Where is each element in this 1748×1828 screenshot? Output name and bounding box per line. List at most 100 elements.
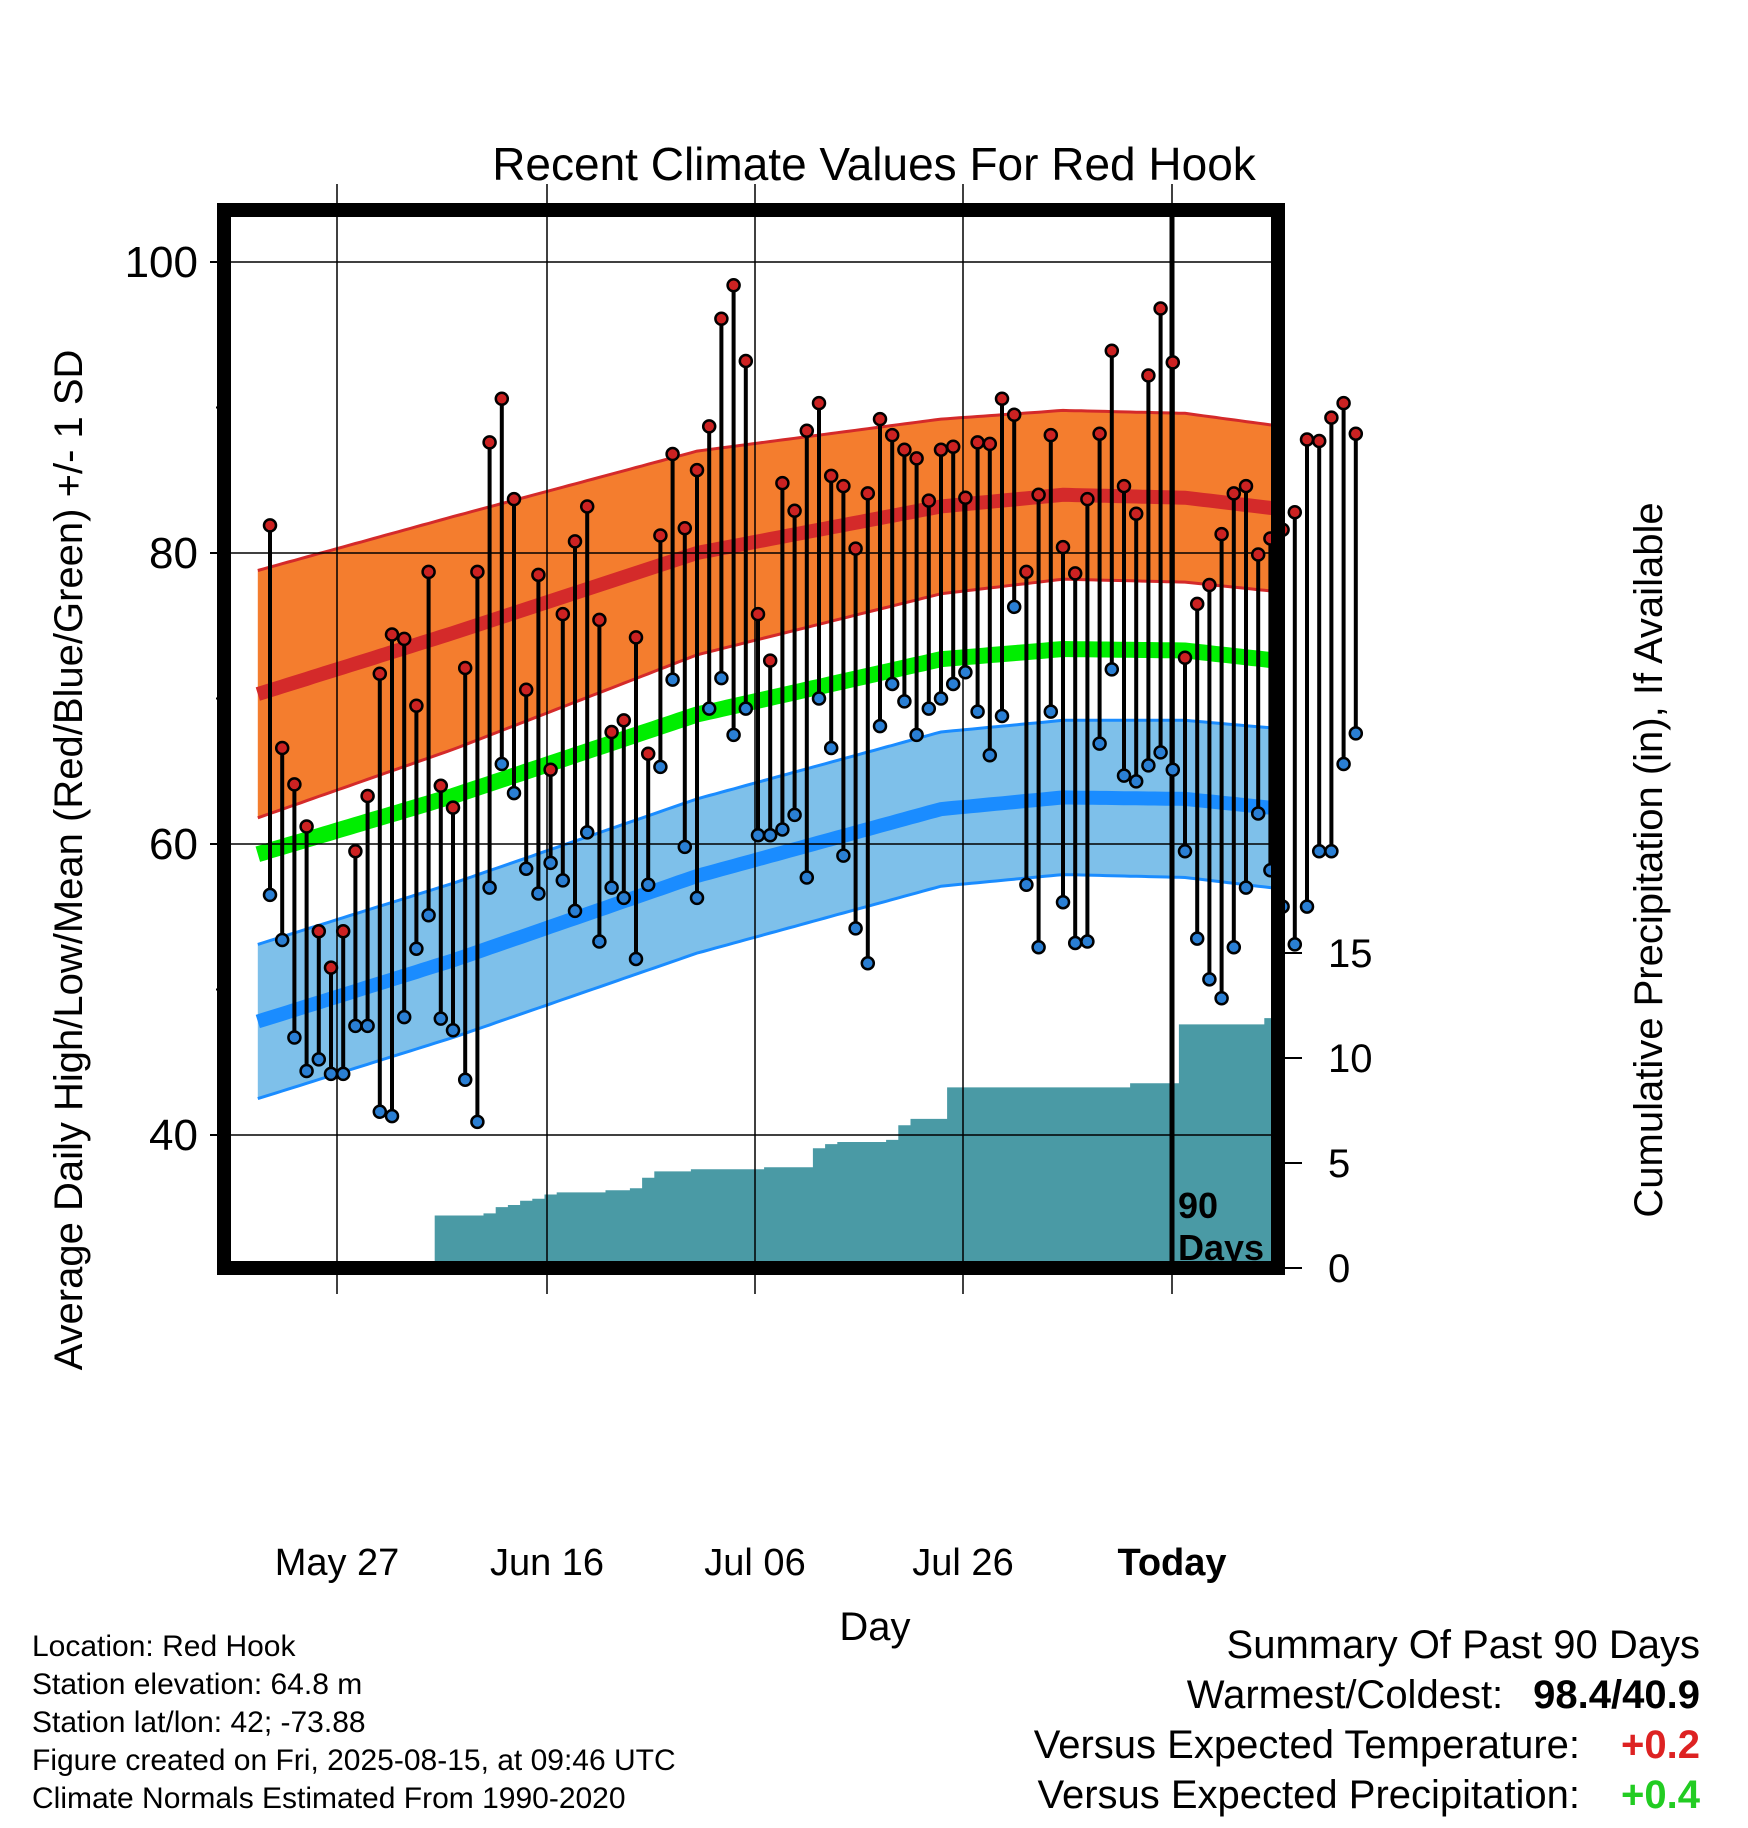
period-unit: Days [1178, 1227, 1264, 1268]
precip-label: Versus Expected Precipitation: [1037, 1773, 1580, 1817]
high-point [482, 435, 497, 450]
high-point [433, 778, 449, 794]
high-point [457, 660, 473, 676]
high-point [677, 521, 693, 536]
high-point [1214, 526, 1229, 542]
precip-value: +0.4 [1621, 1773, 1700, 1817]
x-tick-label: May 27 [275, 1542, 400, 1584]
low-point [262, 887, 278, 903]
high-point [1141, 368, 1156, 383]
right-tick-label: 15 [1328, 932, 1373, 976]
high-point [775, 475, 790, 491]
high-point [323, 960, 339, 975]
precip-area [434, 1018, 1272, 1262]
x-tick-label: Jul 26 [912, 1542, 1013, 1584]
high-point [884, 427, 900, 443]
x-tick-label: Today [1117, 1542, 1226, 1584]
high-point [1043, 427, 1059, 443]
low-point [555, 873, 571, 888]
summary-panel: Summary Of Past 90 Days Warmest/Coldest:… [1034, 1620, 1700, 1820]
elevation-text: Station elevation: 64.8 m [32, 1668, 363, 1701]
low-sd-upper-line [257, 718, 1272, 946]
low-point [787, 807, 802, 823]
high-point [1055, 539, 1071, 555]
low-point [677, 839, 693, 855]
low-point [384, 1108, 400, 1124]
low-point [1043, 704, 1059, 719]
low-point [506, 785, 522, 801]
low-point [1202, 972, 1217, 987]
high-point [1006, 407, 1022, 423]
high-point [970, 435, 985, 450]
high-point [1324, 410, 1339, 425]
low-point [567, 903, 583, 919]
low-point [1080, 934, 1095, 949]
low-point [616, 890, 632, 906]
high-point [726, 278, 741, 293]
low-point [1019, 877, 1034, 892]
low-point [726, 727, 741, 743]
high-point [555, 606, 571, 622]
high-point [531, 567, 546, 583]
high-point [262, 518, 278, 533]
high-point [1128, 506, 1144, 521]
high-point [1116, 478, 1132, 494]
high-point [311, 924, 327, 939]
location-text: Location: Red Hook [32, 1630, 296, 1663]
low-point [348, 1018, 363, 1034]
high-point [1287, 505, 1303, 520]
high-point [567, 534, 583, 549]
low-point [1031, 940, 1046, 955]
low-point [738, 701, 754, 716]
low-point [531, 886, 546, 901]
y-axis-label: Average Daily High/Low/Mean (Red/Blue/Gr… [47, 350, 91, 1371]
high-point [1067, 566, 1083, 581]
low-point [579, 825, 595, 840]
high-point [421, 564, 436, 580]
low-point [640, 877, 656, 892]
warm-cold-value: 98.4/40.9 [1533, 1673, 1700, 1717]
high-point [335, 924, 351, 939]
high-point [1177, 650, 1193, 666]
high-point [897, 442, 912, 457]
low-point [372, 1104, 388, 1119]
high-sd-lower-line [257, 577, 1272, 820]
high-point [287, 777, 302, 792]
low-point [1324, 844, 1339, 859]
low-point [689, 890, 705, 906]
high-point [872, 411, 888, 427]
high-point [1153, 301, 1168, 316]
high-point [518, 682, 534, 698]
low-point [482, 880, 497, 895]
low-point [933, 691, 949, 706]
high-point [714, 311, 729, 326]
high-point [994, 391, 1010, 407]
high-point [372, 666, 388, 682]
right-tick-label: 10 [1328, 1037, 1373, 1081]
low-point [1348, 726, 1364, 741]
warm-cold-label: Warmest/Coldest: [1186, 1673, 1504, 1717]
low-point [311, 1052, 327, 1067]
low-point [921, 701, 937, 716]
high-point [409, 698, 424, 714]
period-number: 90 [1178, 1185, 1218, 1226]
high-point [1348, 426, 1364, 441]
low-point [1177, 844, 1193, 859]
low-normal-line [255, 790, 1272, 1029]
low-point [1214, 990, 1229, 1006]
low-point [823, 740, 839, 756]
low-point [1104, 662, 1120, 677]
right-axis-label: Cumulative Precipitation (in), If Availa… [1627, 502, 1671, 1217]
low-point [836, 848, 851, 863]
plot-frame [217, 203, 1285, 1275]
high-point [1092, 426, 1107, 441]
low-point [604, 880, 619, 895]
low-point [994, 708, 1010, 724]
high-point [506, 491, 522, 507]
low-point [970, 704, 985, 719]
low-point [799, 870, 815, 885]
low-point [1250, 806, 1266, 821]
plot-border [217, 203, 1285, 1275]
low-point [628, 951, 644, 967]
